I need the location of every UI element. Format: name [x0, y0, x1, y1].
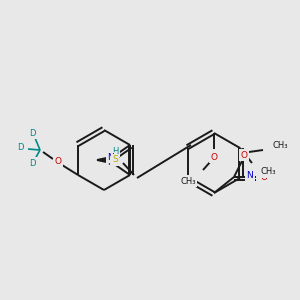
- Text: N: N: [247, 172, 254, 181]
- Text: O: O: [55, 158, 62, 166]
- Text: CH₃: CH₃: [260, 167, 276, 176]
- Text: D: D: [29, 128, 35, 137]
- Text: D: D: [17, 143, 23, 152]
- Text: H: H: [112, 147, 119, 156]
- Text: O: O: [211, 152, 218, 161]
- Text: CH₃: CH₃: [180, 176, 196, 185]
- Text: N: N: [107, 153, 114, 162]
- Text: O: O: [260, 172, 268, 182]
- Text: CH₃: CH₃: [272, 140, 288, 149]
- Text: N: N: [107, 158, 114, 167]
- Text: S: S: [112, 155, 118, 164]
- Text: O: O: [241, 151, 248, 160]
- Text: D: D: [29, 158, 35, 167]
